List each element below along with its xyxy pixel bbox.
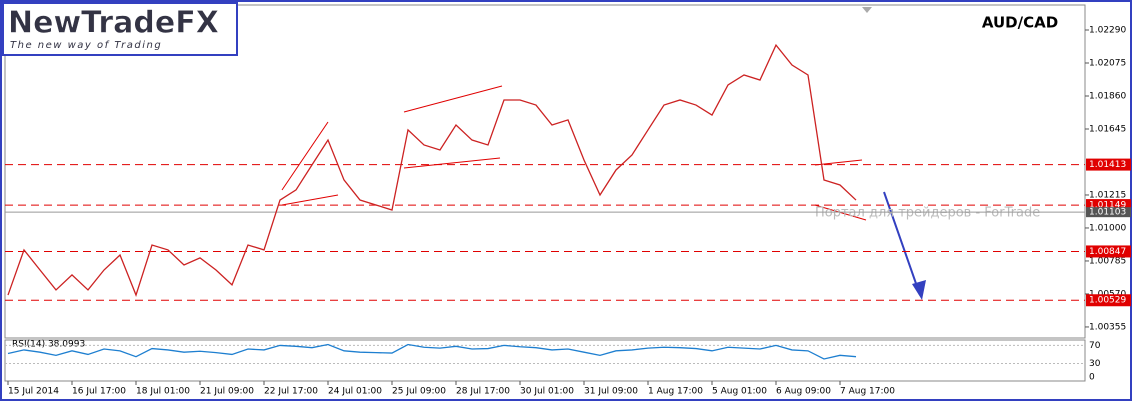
logo-name: NewTradeFX	[8, 6, 219, 41]
forecast-arrow	[883, 191, 926, 300]
level-box	[1086, 294, 1131, 307]
logo-tagline: The new way of Trading	[10, 40, 162, 51]
rsi-border	[4, 339, 1086, 382]
x-tick-label: 15 Jul 2014	[8, 387, 59, 397]
y-tick-label: 1.02075	[1089, 59, 1126, 69]
x-tick-label: 1 Aug 17:00	[648, 387, 703, 397]
plot-border	[4, 4, 1086, 339]
x-tick-label: 6 Aug 09:00	[776, 387, 831, 397]
logo-box	[2, 2, 238, 56]
current-price-box	[1086, 207, 1131, 218]
y-tick-label: 1.01000	[1089, 223, 1126, 233]
rsi-tick-label: 0	[1089, 373, 1095, 383]
y-tick-label: 1.00785	[1089, 256, 1126, 266]
x-tick-label: 18 Jul 01:00	[136, 387, 190, 397]
level-label: 1.01413	[1089, 160, 1126, 170]
x-tick-label: 21 Jul 09:00	[200, 387, 254, 397]
x-tick-label: 28 Jul 17:00	[456, 387, 510, 397]
trendline	[281, 121, 329, 191]
x-tick-label: 7 Aug 17:00	[840, 387, 895, 397]
rsi-line	[7, 343, 857, 360]
rsi-label: RSI(14) 38.0993	[12, 340, 85, 350]
level-box	[1086, 245, 1131, 258]
level-label: 1.01149	[1089, 201, 1126, 211]
trendline	[281, 194, 339, 206]
x-tick-label: 30 Jul 01:00	[520, 387, 574, 397]
trendline	[814, 159, 863, 166]
x-tick-label: 22 Jul 17:00	[264, 387, 318, 397]
trendline	[403, 85, 503, 113]
x-tick-label: 24 Jul 01:00	[328, 387, 382, 397]
rsi-tick-label: 30	[1089, 359, 1101, 369]
y-tick-label: 1.02290	[1089, 26, 1126, 36]
logo: NewTradeFX The new way of Trading	[2, 2, 238, 56]
trendline	[403, 157, 501, 169]
chart-title: AUD/CAD	[982, 14, 1058, 32]
y-tick-label: 1.00355	[1089, 322, 1126, 332]
current-price-label: 1.01103	[1089, 208, 1126, 218]
y-tick-label: 1.01645	[1089, 124, 1126, 134]
y-tick-label: 1.01215	[1089, 190, 1126, 200]
x-tick-label: 5 Aug 01:00	[712, 387, 767, 397]
x-tick-label: 16 Jul 17:00	[72, 387, 126, 397]
y-tick-label: 1.01860	[1089, 91, 1126, 101]
arrow-shaft	[883, 191, 921, 296]
trendlines	[281, 85, 867, 221]
rsi-tick-label: 70	[1089, 341, 1101, 351]
x-tick-label: 25 Jul 09:00	[392, 387, 446, 397]
x-tick-label: 31 Jul 09:00	[584, 387, 638, 397]
level-label: 1.00847	[1089, 247, 1126, 257]
shift-marker	[862, 7, 872, 13]
level-box	[1086, 158, 1131, 171]
watermark: Портал для трейдеров - ForTrade	[815, 206, 1040, 221]
level-label: 1.00529	[1089, 296, 1126, 306]
arrow-head	[912, 280, 926, 300]
price-line	[7, 43, 857, 297]
